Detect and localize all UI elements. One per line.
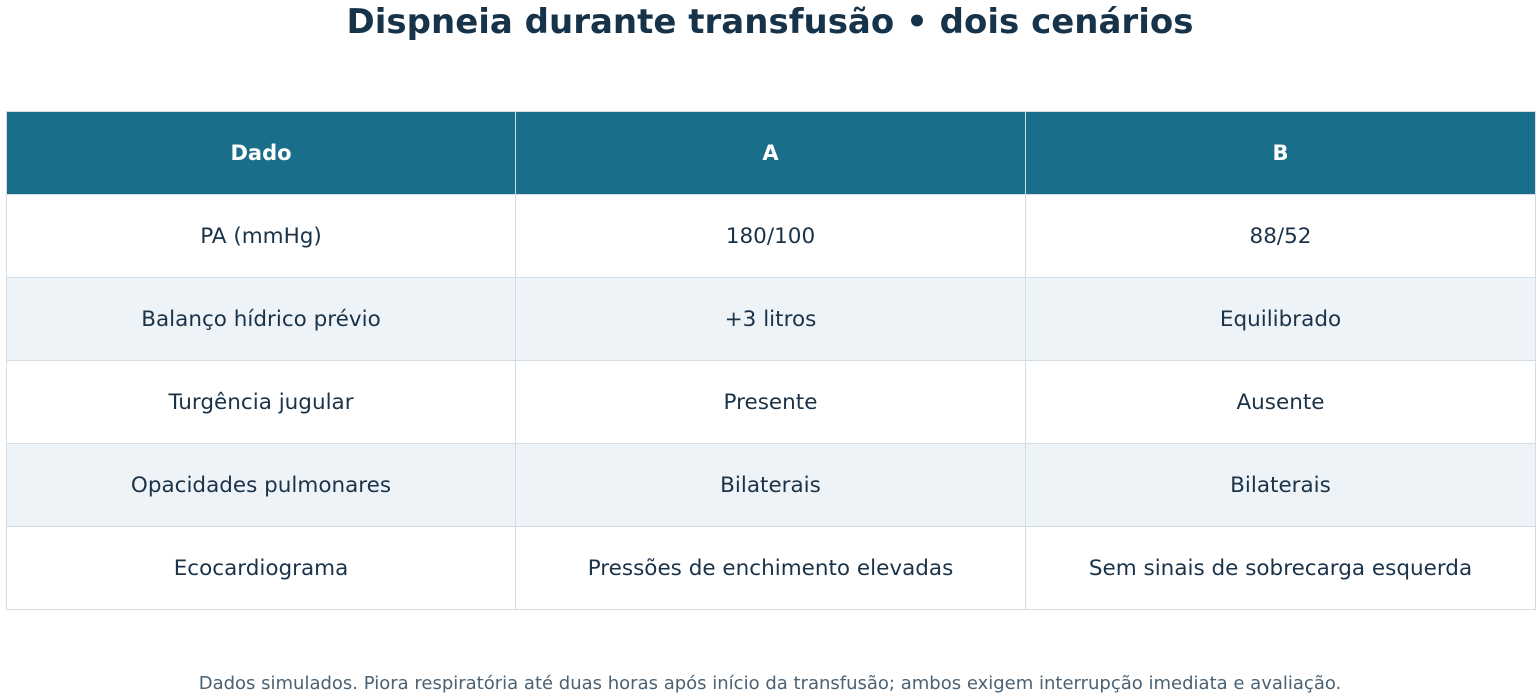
row-label: Balanço hídrico prévio xyxy=(6,277,516,361)
footnote: Dados simulados. Piora respiratória até … xyxy=(198,673,1342,694)
table-header-row: Dado A B xyxy=(6,111,1536,195)
table-row: PA (mmHg) 180/100 88/52 xyxy=(6,194,1536,278)
table-row: Balanço hídrico prévio +3 litros Equilib… xyxy=(6,277,1536,361)
cell-b: Sem sinais de sobrecarga esquerda xyxy=(1025,526,1536,610)
cell-b: Ausente xyxy=(1025,360,1536,444)
row-label: Opacidades pulmonares xyxy=(6,443,516,527)
row-label: Ecocardiograma xyxy=(6,526,516,610)
column-header-dado: Dado xyxy=(6,111,516,195)
column-header-a: A xyxy=(515,111,1026,195)
cell-a: 180/100 xyxy=(515,194,1026,278)
comparison-table: Dado A B PA (mmHg) 180/100 88/52 Balanço… xyxy=(6,111,1536,610)
cell-a: Pressões de enchimento elevadas xyxy=(515,526,1026,610)
cell-a: +3 litros xyxy=(515,277,1026,361)
column-header-b: B xyxy=(1025,111,1536,195)
cell-b: 88/52 xyxy=(1025,194,1536,278)
row-label: Turgência jugular xyxy=(6,360,516,444)
table-row: Opacidades pulmonares Bilaterais Bilater… xyxy=(6,443,1536,527)
table-row: Ecocardiograma Pressões de enchimento el… xyxy=(6,526,1536,610)
chart-title: Dispneia durante transfusão • dois cenár… xyxy=(346,2,1194,42)
cell-a: Bilaterais xyxy=(515,443,1026,527)
table-row: Turgência jugular Presente Ausente xyxy=(6,360,1536,444)
cell-b: Bilaterais xyxy=(1025,443,1536,527)
cell-a: Presente xyxy=(515,360,1026,444)
cell-b: Equilibrado xyxy=(1025,277,1536,361)
row-label: PA (mmHg) xyxy=(6,194,516,278)
